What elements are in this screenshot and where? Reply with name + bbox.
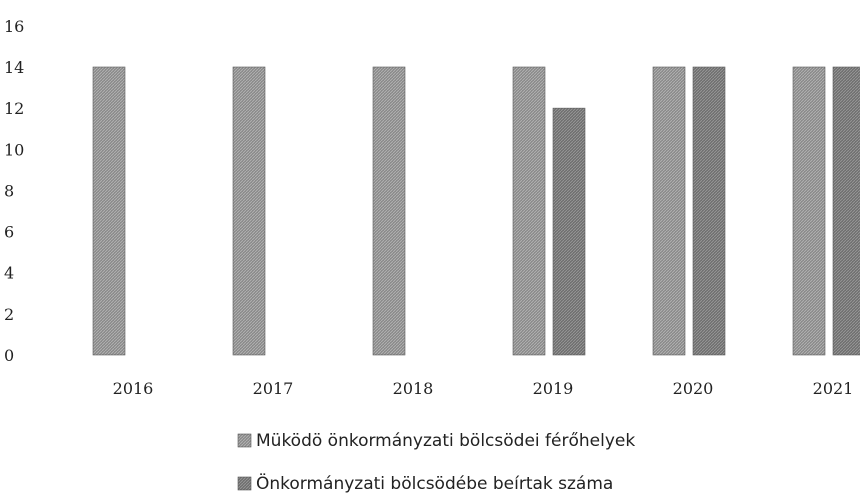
legend: Müködö önkormányzati bölcsödei férőhelye… [237, 431, 635, 494]
bar-2016-series-1 [92, 66, 126, 356]
x-axis-categories: 2016 2017 2018 2019 2020 2021 [113, 379, 854, 398]
x-tick-label: 2018 [393, 379, 434, 398]
legend-label-series-1: Müködö önkormányzati bölcsödei férőhelye… [256, 431, 635, 451]
x-tick-label: 2017 [253, 379, 294, 398]
y-tick-label: 8 [4, 181, 14, 200]
legend-swatch-series-2 [237, 476, 252, 491]
legend-swatch-series-1 [237, 433, 252, 448]
y-axis-ticks: 0 2 4 6 8 10 12 14 16 [4, 17, 24, 365]
x-tick-label: 2021 [813, 379, 854, 398]
legend-label-series-2: Önkormányzati bölcsödébe beírtak száma [256, 472, 613, 494]
y-tick-label: 16 [4, 17, 24, 36]
y-tick-label: 10 [4, 140, 24, 159]
bar-2018-series-1 [372, 66, 406, 356]
y-tick-label: 4 [4, 264, 14, 283]
x-tick-label: 2016 [113, 379, 154, 398]
bar-2019-series-1 [512, 66, 546, 356]
y-tick-label: 12 [4, 99, 24, 118]
legend-item-series-1: Müködö önkormányzati bölcsödei férőhelye… [237, 431, 635, 451]
y-tick-label: 6 [4, 223, 14, 242]
bars [92, 66, 860, 356]
bar-2021-series-2 [832, 66, 860, 356]
x-tick-label: 2020 [673, 379, 714, 398]
bar-2020-series-1 [652, 66, 686, 356]
y-tick-label: 0 [4, 346, 14, 365]
bar-2021-series-1 [792, 66, 826, 356]
bar-2020-series-2 [692, 66, 726, 356]
y-tick-label: 14 [4, 58, 24, 77]
y-tick-label: 2 [4, 305, 14, 324]
x-tick-label: 2019 [533, 379, 574, 398]
legend-item-series-2: Önkormányzati bölcsödébe beírtak száma [237, 472, 613, 494]
bar-2017-series-1 [232, 66, 266, 356]
bar-2019-series-2 [552, 107, 586, 356]
